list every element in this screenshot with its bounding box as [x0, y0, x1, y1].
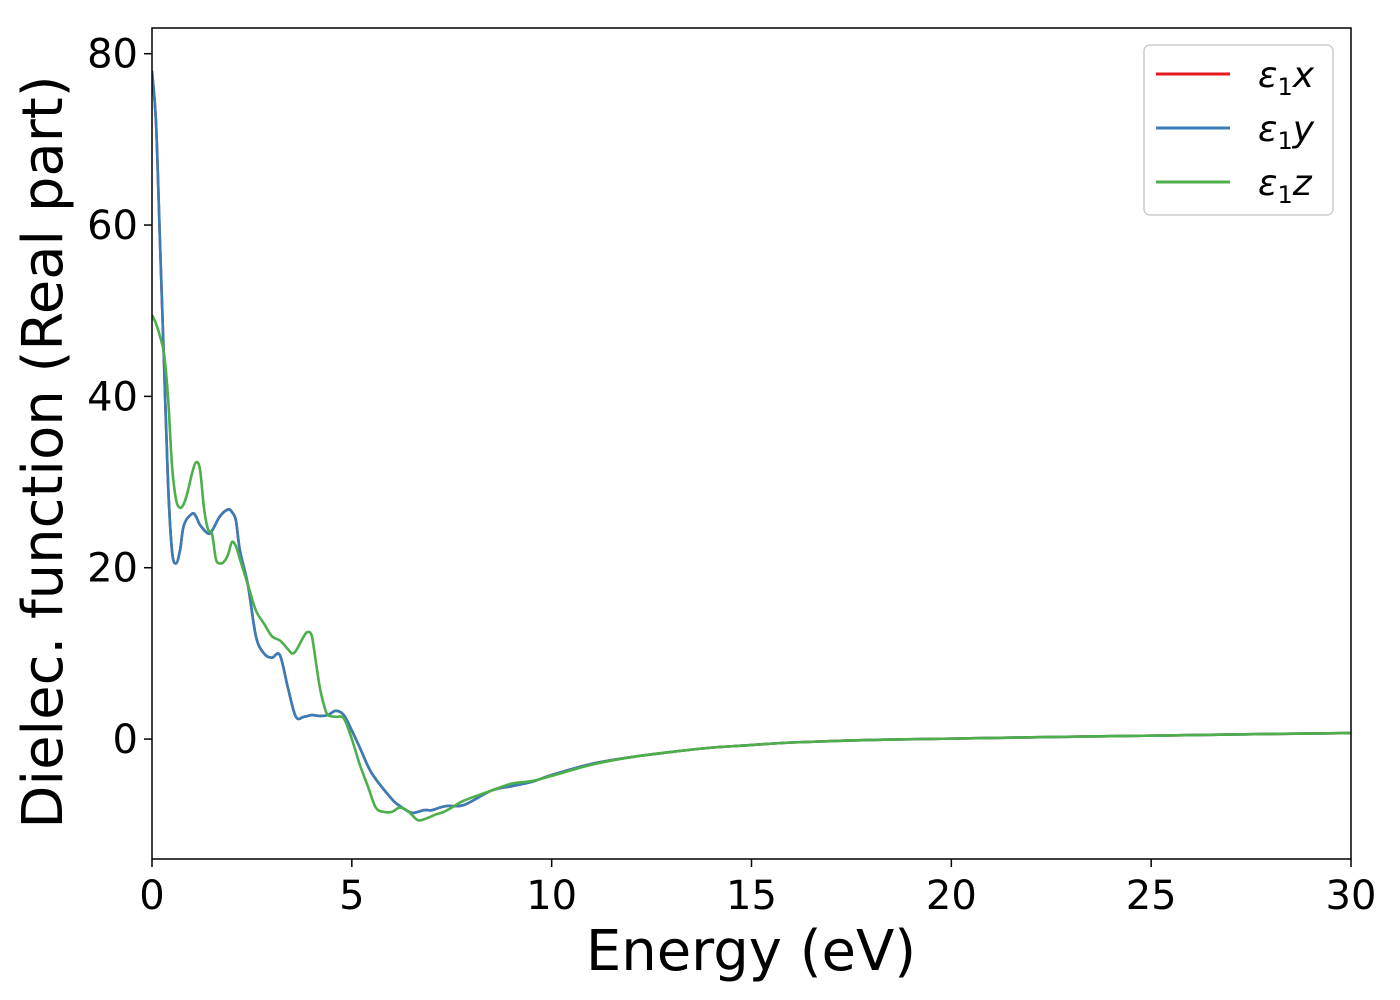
y-axis-title: Dielec. function (Real part): [11, 75, 76, 828]
ticks-layer: 0 5 10 15 20 25 30 0 20 40 60 80: [87, 32, 1376, 919]
legend: ε1x ε1y ε1z: [1143, 44, 1334, 216]
x-tick-label: 5: [339, 873, 364, 919]
series-line-eps1z: [152, 314, 1351, 822]
legend-label-x: ε1x: [1258, 55, 1315, 101]
series-layer: [152, 70, 1351, 822]
x-tick-label: 15: [726, 873, 777, 919]
x-tick-label: 0: [139, 873, 164, 919]
x-tick-label: 30: [1326, 873, 1377, 919]
plot-frame: [151, 27, 1352, 860]
y-tick-label: 20: [87, 546, 138, 592]
x-axis-title: Energy (eV): [586, 919, 916, 984]
legend-label-y: ε1y: [1258, 109, 1315, 155]
y-tick-label: 0: [113, 717, 138, 763]
y-tick-label: 60: [87, 203, 138, 249]
legend-box: [1143, 44, 1334, 216]
x-tick-label: 10: [526, 873, 577, 919]
x-tick-label: 20: [926, 873, 977, 919]
legend-label-z: ε1z: [1258, 163, 1313, 209]
y-tick-label: 80: [87, 32, 138, 78]
x-tick-label: 25: [1126, 873, 1177, 919]
y-tick-label: 40: [87, 374, 138, 420]
